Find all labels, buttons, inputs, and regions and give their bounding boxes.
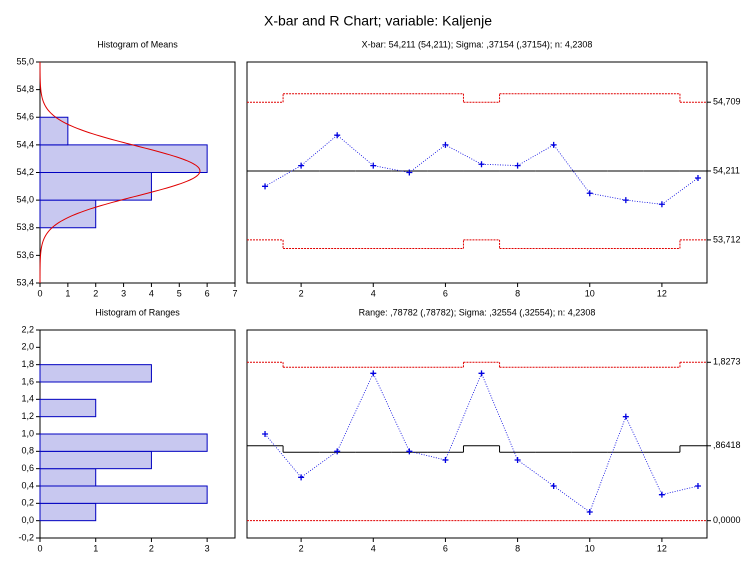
plot-area (246, 329, 708, 539)
data-point (478, 370, 485, 377)
data-point (550, 483, 557, 489)
data-point (370, 162, 377, 169)
x-tick-label: 2 (299, 288, 304, 298)
data-point (622, 197, 629, 204)
x-tick-label: 8 (515, 288, 520, 298)
x-tick-label: 0 (37, 543, 42, 553)
y-tick-label: 54,4 (16, 139, 34, 149)
data-point (298, 162, 305, 169)
y-tick-label: 2,2 (21, 324, 34, 334)
y2-tick-label: ,86418 (713, 440, 741, 450)
data-point (694, 175, 701, 182)
data-point (262, 431, 269, 437)
data-point (586, 190, 593, 197)
data-point (622, 413, 629, 420)
y-tick-label: 54,2 (16, 167, 34, 177)
plot-area (246, 61, 708, 284)
y-tick-label: 53,6 (16, 250, 34, 260)
x-tick-label: 6 (205, 288, 210, 298)
data-point (442, 457, 449, 463)
histogram-bar (39, 199, 97, 229)
y-tick-label: 1,6 (21, 376, 34, 386)
normal-curve (39, 62, 201, 283)
data-point (586, 509, 593, 515)
data-point (442, 141, 449, 148)
x-tick-label: 2 (93, 288, 98, 298)
x-tick-label: 6 (443, 288, 448, 298)
x-tick-label: 1 (65, 288, 70, 298)
x-tick-label: 10 (585, 543, 595, 553)
y-tick-label: 0,4 (21, 480, 34, 490)
y-tick-label: 54,6 (16, 112, 34, 122)
y2-tick-label: 0,0000 (713, 515, 741, 525)
y-tick-label: 1,2 (21, 411, 34, 421)
histogram-bar (39, 433, 208, 452)
y2-tick-label: 54,211 (713, 165, 740, 175)
x-tick-label: 10 (585, 288, 595, 298)
y-tick-label: 1,0 (21, 428, 34, 438)
y-tick-label: 0,2 (21, 498, 34, 508)
data-point (298, 474, 305, 481)
x-tick-label: 3 (121, 288, 126, 298)
y-tick-label: -0,2 (18, 532, 34, 542)
y2-tick-label: 53,712 (713, 234, 741, 244)
data-point (658, 201, 665, 208)
x-tick-label: 2 (149, 543, 154, 553)
x-tick-label: 4 (371, 288, 376, 298)
histogram-bar (39, 144, 208, 173)
y2-tick-label: 54,709 (713, 97, 741, 107)
histogram-bar (39, 116, 69, 146)
data-point (334, 448, 341, 455)
panel-title: X-bar: 54,211 (54,211); Sigma: ,37154 (,… (362, 39, 593, 49)
y2-tick-label: 1,8273 (713, 357, 741, 367)
panel-title: Histogram of Means (97, 39, 178, 49)
data-point (550, 141, 557, 148)
data-point (478, 161, 485, 168)
y-tick-label: 0,0 (21, 515, 34, 525)
histogram-bar (39, 502, 97, 522)
x-tick-label: 4 (149, 288, 154, 298)
histogram-bar (39, 364, 152, 383)
x-tick-label: 0 (37, 288, 42, 298)
panel-title: Histogram of Ranges (95, 307, 180, 317)
chart-title: X-bar and R Chart; variable: Kaljenje (264, 13, 492, 29)
x-tick-label: 4 (371, 543, 376, 553)
x-tick-label: 8 (515, 543, 520, 553)
y-tick-label: 0,6 (21, 463, 34, 473)
data-point (406, 448, 413, 455)
x-tick-label: 12 (657, 288, 667, 298)
panel-title: Range: ,78782 (,78782); Sigma: ,32554 (,… (359, 307, 596, 317)
histogram-bar (39, 398, 97, 418)
data-point (262, 183, 269, 190)
data-point (514, 457, 521, 463)
y-tick-label: 0,8 (21, 446, 34, 456)
histogram-bar (39, 172, 152, 201)
data-point (514, 162, 521, 169)
x-tick-label: 12 (657, 543, 667, 553)
y-tick-label: 53,8 (16, 222, 34, 232)
y-tick-label: 54,8 (16, 84, 34, 94)
x-tick-label: 5 (177, 288, 182, 298)
x-tick-label: 2 (299, 543, 304, 553)
data-point (694, 483, 701, 489)
y-tick-label: 1,8 (21, 359, 34, 369)
data-point (334, 132, 341, 139)
data-point (658, 491, 665, 498)
histogram-bar (39, 450, 152, 470)
x-tick-label: 7 (232, 288, 237, 298)
y-tick-label: 55,0 (16, 56, 34, 66)
x-tick-label: 6 (443, 543, 448, 553)
y-tick-label: 53,4 (16, 277, 34, 287)
data-point (406, 169, 413, 176)
y-tick-label: 2,0 (21, 342, 34, 352)
y-tick-label: 54,0 (16, 195, 34, 205)
x-tick-label: 1 (93, 543, 98, 553)
histogram-bar (39, 468, 97, 487)
y-tick-label: 1,4 (21, 394, 34, 404)
data-point (370, 370, 377, 377)
histogram-bar (39, 485, 208, 504)
x-tick-label: 3 (205, 543, 210, 553)
